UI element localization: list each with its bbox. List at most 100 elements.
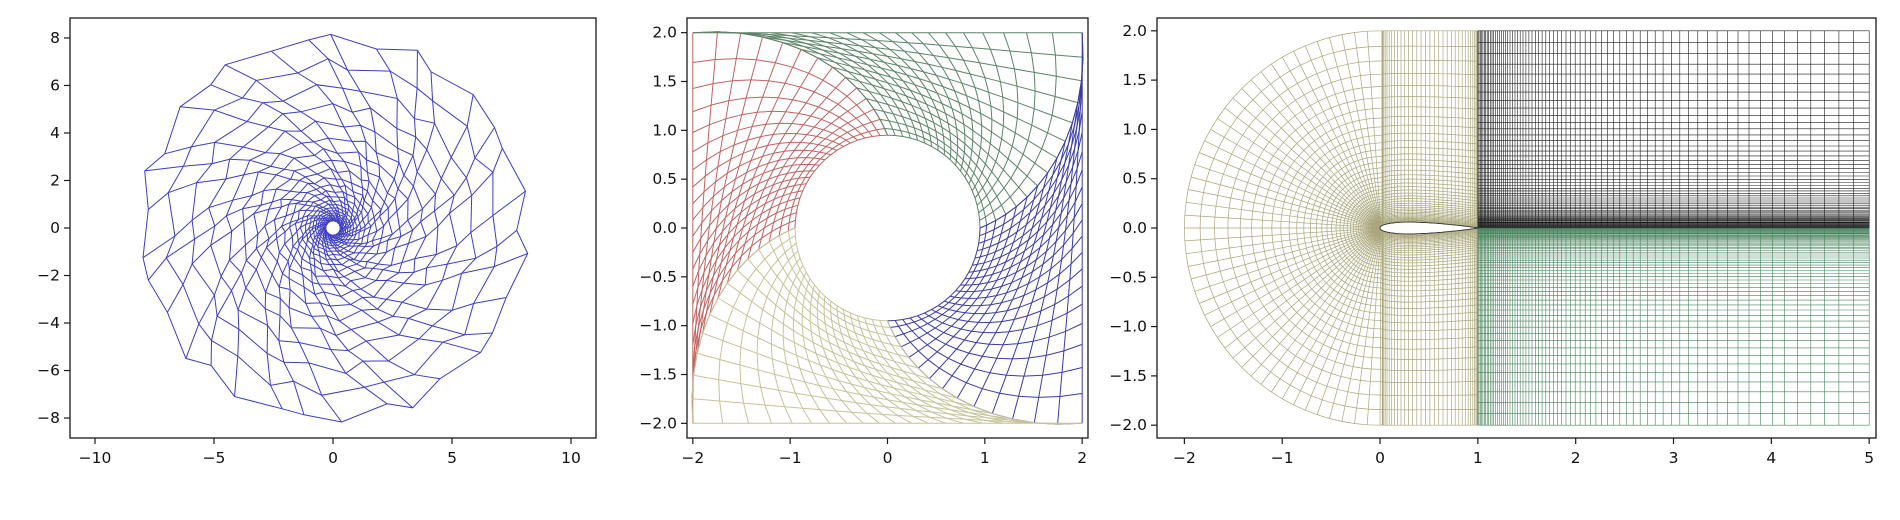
- mesh-line: [979, 32, 1057, 221]
- x-tick-label: −1: [779, 449, 802, 467]
- y-tick-label: 1.0: [1122, 120, 1147, 138]
- mesh-line: [1335, 178, 1478, 278]
- y-tick-label: −2.0: [639, 414, 677, 432]
- x-tick-label: −1: [1271, 449, 1294, 467]
- mesh-line: [879, 118, 997, 221]
- mesh-line: [1343, 186, 1478, 270]
- mesh-line: [782, 42, 1073, 124]
- mesh-line: [747, 258, 919, 369]
- y-tick-label: 1.0: [652, 121, 677, 139]
- mesh-line: [1315, 159, 1478, 297]
- mesh-line: [314, 209, 352, 247]
- mesh-line: [873, 108, 1007, 215]
- mesh-line: [331, 127, 495, 248]
- x-tick-label: −2: [1173, 449, 1196, 467]
- mesh-line: [890, 225, 988, 328]
- mesh-line: [185, 209, 334, 359]
- mesh-line: [717, 297, 958, 399]
- mesh-block-lower-wake-block: [1477, 227, 1870, 426]
- mesh-line: [1367, 210, 1479, 246]
- mesh-line: [1214, 59, 1478, 397]
- mesh-line: [329, 190, 526, 266]
- mesh-line: [845, 76, 1038, 187]
- mesh-line: [747, 87, 858, 260]
- mesh-line: [974, 32, 1005, 199]
- axis-ticks: −2 −1 0 1 2 2.0 1.5 1.0 0.5 0.0 −0.5 −1.0 −1.5 −2.0: [639, 24, 1087, 467]
- y-tick-label: 2.0: [1122, 22, 1147, 40]
- mesh-line: [324, 231, 507, 311]
- mesh-block-left-red: [691, 31, 888, 424]
- plot-airfoil-cgrid-mesh: −2 −1 0 1 2 3 4 5 2.0 1.5 1.0 0.5 0.0 −0.5 −1.0 −1.5 −2.…: [1109, 17, 1877, 467]
- mesh-line: [717, 57, 819, 299]
- x-tick-label: 4: [1766, 449, 1776, 467]
- mesh-line: [1239, 85, 1478, 371]
- mesh-line: [991, 122, 1073, 414]
- mesh-line: [1012, 102, 1079, 420]
- mesh-line: [294, 190, 372, 266]
- mesh-line: [917, 196, 1028, 369]
- x-tick-label: −10: [79, 449, 112, 467]
- x-tick-label: 5: [1864, 449, 1874, 467]
- mesh-line: [692, 190, 803, 305]
- axis-ticks: −10 −5 0 5 10 8 6 4 2 0 −2 −4 −6 −8: [37, 29, 581, 467]
- mesh-line: [726, 282, 943, 390]
- y-tick-label: 8: [50, 29, 60, 47]
- mesh-line: [726, 66, 834, 284]
- mesh-line: [1373, 215, 1478, 241]
- mesh-line: [768, 241, 902, 348]
- mesh-line: [884, 128, 988, 226]
- mesh-line: [1376, 218, 1478, 238]
- mesh-line: [1309, 153, 1478, 303]
- mesh-line: [794, 227, 888, 322]
- y-tick-label: −2: [37, 267, 60, 285]
- mesh-line: [142, 33, 529, 423]
- mesh-line: [717, 31, 1084, 58]
- mesh-line: [308, 39, 370, 233]
- mesh-line: [887, 134, 981, 229]
- y-tick-label: 0: [50, 219, 60, 237]
- y-tick-label: −0.5: [639, 268, 677, 286]
- mesh-line: [224, 64, 356, 231]
- mesh-line: [319, 214, 347, 242]
- mesh-line: [264, 219, 330, 410]
- mesh-line: [271, 50, 364, 231]
- mesh-line: [917, 315, 1083, 346]
- mesh-line: [697, 352, 1013, 420]
- mesh-line: [1251, 96, 1478, 360]
- y-tick-label: −4: [37, 314, 60, 332]
- airfoil-shape: [1379, 221, 1479, 235]
- mesh-line: [768, 108, 875, 242]
- mesh-line: [225, 120, 439, 337]
- mesh-line: [299, 195, 366, 261]
- mesh-line: [311, 207, 354, 250]
- mesh-line: [191, 84, 477, 374]
- mesh-line: [273, 167, 393, 287]
- mesh-line: [941, 172, 1049, 390]
- x-tick-label: 1: [980, 449, 990, 467]
- mesh-line: [308, 203, 358, 252]
- x-tick-label: 1: [1473, 449, 1483, 467]
- mesh-line: [1033, 80, 1082, 423]
- mesh-line: [322, 229, 493, 336]
- mesh-line: [144, 158, 341, 225]
- mesh-line: [1346, 189, 1479, 267]
- mesh-line: [1375, 217, 1479, 239]
- mesh-line: [300, 224, 388, 405]
- mesh-line: [1280, 124, 1478, 332]
- mesh-line: [956, 157, 1058, 399]
- mesh-line: [1261, 106, 1478, 350]
- mesh-line: [234, 217, 331, 397]
- mesh-line: [692, 110, 858, 141]
- mesh-line: [330, 148, 503, 255]
- mesh-line: [142, 188, 338, 259]
- mesh-line: [147, 198, 337, 281]
- mesh-line: [1372, 214, 1479, 242]
- mesh-line: [312, 227, 441, 380]
- mesh-line: [973, 141, 1066, 407]
- mesh-line: [1369, 211, 1478, 245]
- y-tick-label: −2.0: [1109, 416, 1147, 434]
- mesh-block-top-green: [692, 31, 1084, 229]
- mesh-line: [787, 128, 885, 231]
- x-tick-label: 0: [1375, 449, 1385, 467]
